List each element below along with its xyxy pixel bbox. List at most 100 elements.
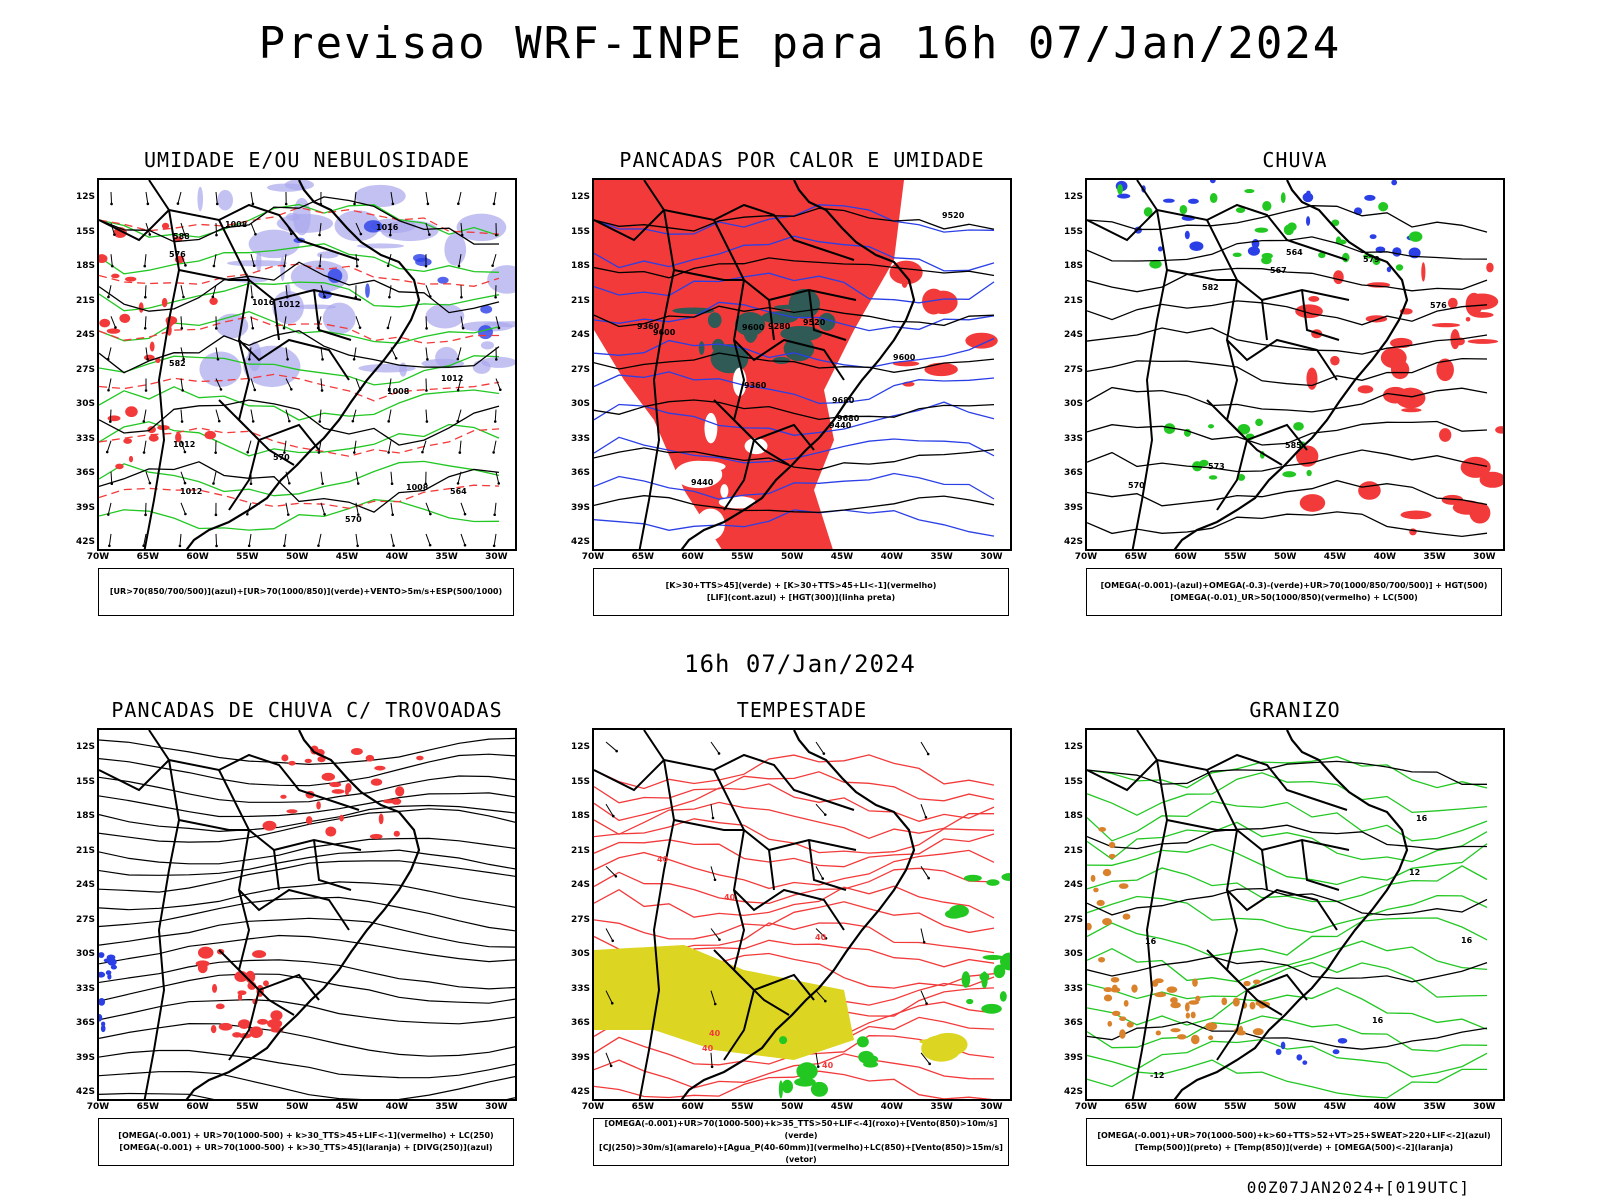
wind-arrow [246, 440, 252, 454]
wind-arrow [215, 378, 223, 391]
contour-line [1087, 267, 1488, 293]
shaded-area [425, 303, 465, 329]
y-tick-label: 30S [75, 949, 95, 959]
shaded-area [1400, 510, 1432, 520]
wind-arrow [495, 471, 501, 485]
country-border [273, 289, 352, 341]
streamline [99, 881, 515, 911]
wind-arrow [920, 866, 930, 880]
contour-label: 585 [1285, 441, 1302, 450]
streamline [99, 1049, 515, 1079]
wind-arrow [283, 440, 287, 454]
wind-arrow [109, 409, 112, 423]
y-tick-label: 18S [570, 811, 590, 821]
country-border [178, 819, 362, 852]
contour-label: 570 [1128, 481, 1145, 490]
wind-arrow [425, 191, 430, 206]
wind-arrow [815, 803, 827, 816]
shaded-area [924, 362, 958, 377]
shaded-area [1102, 868, 1112, 877]
wind-arrow [491, 254, 497, 267]
shaded-area [1249, 1001, 1256, 1010]
wind-arrow [215, 191, 219, 206]
shaded-area [234, 970, 248, 983]
country-border [178, 269, 362, 302]
contour-line [1087, 449, 1488, 473]
shaded-area [165, 316, 178, 325]
country-border [768, 839, 847, 891]
contour-line [594, 867, 995, 905]
shaded-area [325, 826, 337, 837]
shaded-area [175, 432, 182, 443]
contour-line [1087, 1015, 1488, 1052]
contour-line [1087, 843, 1488, 886]
y-tick-label: 12S [75, 742, 95, 752]
shaded-area [416, 755, 424, 761]
shaded-area [1185, 1012, 1190, 1019]
y-tick-label: 39S [75, 502, 95, 513]
shaded-area [1235, 207, 1246, 214]
x-tick-label: 60W [681, 552, 704, 562]
wind-arrow [355, 222, 363, 236]
shaded-area [1421, 262, 1426, 282]
shaded-area [106, 328, 121, 334]
wind-arrow [285, 347, 289, 361]
shaded-area [365, 283, 370, 298]
shaded-area [1102, 918, 1112, 926]
wind-arrow [456, 378, 462, 392]
shaded-area [1087, 922, 1092, 931]
contour-line [99, 427, 500, 457]
country-border [713, 949, 790, 1016]
shaded-area [281, 754, 289, 762]
wind-arrow [178, 533, 182, 548]
map-plot: -12 16 16 16 16 12 [1085, 728, 1505, 1101]
wind-arrow [283, 533, 287, 548]
x-tick-label: 55W [236, 1102, 259, 1112]
shaded-area [1262, 201, 1272, 211]
wind-arrow [425, 533, 432, 547]
shaded-area [1261, 252, 1273, 260]
country-border [218, 949, 295, 1016]
wind-arrow [214, 502, 218, 517]
legend-line: [OMEGA(-0.001)+UR>70(1000-500)+k>35_TTS>… [604, 1119, 998, 1140]
contour-label: -12 [1150, 1071, 1164, 1080]
contour-label: 40 [815, 933, 827, 942]
contour-line [594, 849, 995, 890]
streamline [99, 753, 515, 787]
contour-label: 40 [822, 1061, 834, 1070]
wind-arrow [421, 440, 427, 454]
wind-arrow [605, 1052, 613, 1068]
contour-label: 9600 [653, 328, 676, 337]
shaded-area [1166, 986, 1178, 993]
x-tick-label: 70W [1074, 552, 1098, 562]
shaded-area [322, 302, 356, 335]
wind-arrow [605, 803, 615, 818]
streamline [99, 808, 515, 843]
streamline [99, 775, 515, 803]
shaded-area [696, 508, 725, 541]
x-tick-label: 30W [980, 1102, 1003, 1112]
wind-arrow [110, 316, 117, 329]
wind-arrow [457, 254, 462, 268]
wind-arrow [144, 285, 147, 299]
shaded-area [1237, 423, 1251, 435]
wind-arrow [282, 316, 287, 330]
wind-arrow [710, 866, 717, 882]
contour-line [594, 399, 995, 421]
shaded-area [99, 1014, 103, 1022]
legend-line: [UR>70(850/700/500)](azul)+[UR>70(1000/8… [109, 587, 503, 596]
country-border [1166, 819, 1350, 852]
wind-arrow [180, 502, 187, 516]
shaded-area [1244, 188, 1255, 194]
contour-line [594, 257, 995, 279]
shaded-area [339, 814, 344, 822]
shaded-area [1108, 841, 1116, 849]
wind-arrow [710, 804, 715, 820]
shaded-area [794, 1077, 816, 1087]
shaded-area [252, 950, 267, 958]
y-tick-label: 12S [75, 192, 95, 202]
wind-arrow [317, 440, 322, 454]
y-tick-label: 36S [1063, 1018, 1083, 1028]
wind-arrow [425, 502, 432, 516]
shaded-area [149, 341, 155, 352]
